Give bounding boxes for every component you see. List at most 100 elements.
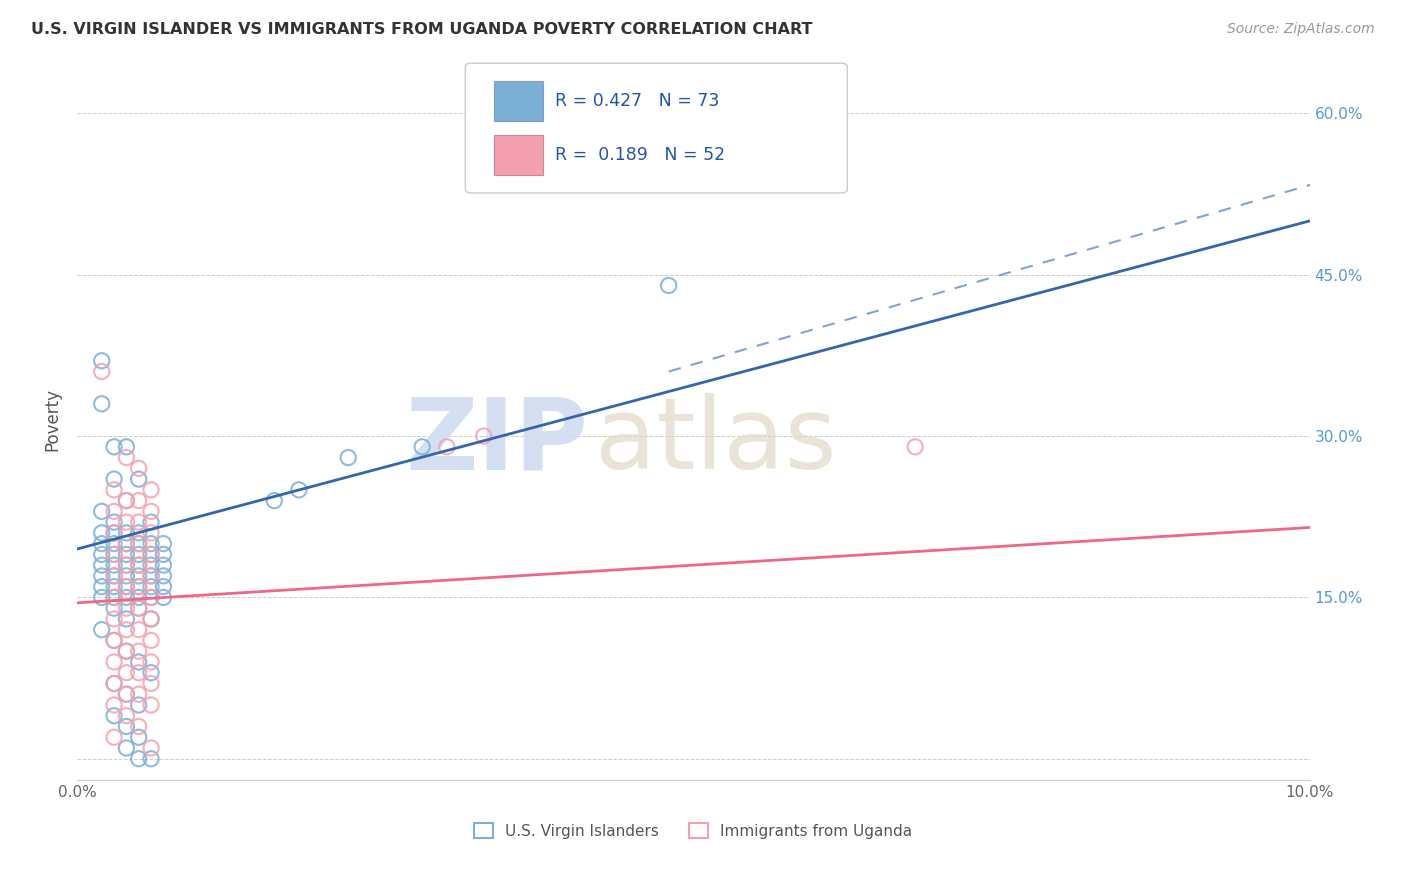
Point [103,569,125,583]
Point [103,504,125,518]
Point [411,440,433,454]
Point [103,548,125,562]
Point [139,504,162,518]
Point [128,623,150,637]
Point [288,483,311,497]
Point [115,515,138,529]
Point [139,548,162,562]
Point [115,591,138,605]
Point [103,698,125,712]
Point [139,525,162,540]
Point [103,633,125,648]
Point [128,644,150,658]
Point [103,633,125,648]
Point [128,601,150,615]
Point [152,536,174,550]
Point [115,493,138,508]
Point [128,601,150,615]
Point [128,536,150,550]
Point [115,580,138,594]
Point [128,525,150,540]
FancyBboxPatch shape [465,63,848,193]
Text: R = 0.427   N = 73: R = 0.427 N = 73 [555,92,720,110]
Point [152,591,174,605]
Point [263,493,285,508]
Point [139,580,162,594]
Point [128,472,150,486]
Point [115,665,138,680]
Point [139,536,162,550]
Point [128,493,150,508]
Point [128,580,150,594]
Point [103,601,125,615]
Point [139,676,162,690]
Point [115,708,138,723]
Point [115,548,138,562]
Point [103,440,125,454]
Text: Source: ZipAtlas.com: Source: ZipAtlas.com [1227,22,1375,37]
Point [90,536,112,550]
Point [658,278,681,293]
Point [103,731,125,745]
Point [152,548,174,562]
Point [128,558,150,573]
Point [152,580,174,594]
Point [139,612,162,626]
Point [103,569,125,583]
Point [128,558,150,573]
Point [139,569,162,583]
Point [90,569,112,583]
Point [103,525,125,540]
Point [115,741,138,756]
Point [115,569,138,583]
FancyBboxPatch shape [494,81,543,120]
Point [128,731,150,745]
Point [115,450,138,465]
Point [103,708,125,723]
Point [128,461,150,475]
Point [103,676,125,690]
Point [103,536,125,550]
Point [115,687,138,701]
Point [103,580,125,594]
Point [115,580,138,594]
Point [90,365,112,379]
Point [115,719,138,733]
Point [115,493,138,508]
Point [90,558,112,573]
FancyBboxPatch shape [494,136,543,175]
Point [115,525,138,540]
Point [139,548,162,562]
Point [128,548,150,562]
Point [128,655,150,669]
Point [128,719,150,733]
Point [103,483,125,497]
Legend: U.S. Virgin Islanders, Immigrants from Uganda: U.S. Virgin Islanders, Immigrants from U… [468,816,918,845]
Point [139,569,162,583]
Point [139,591,162,605]
Point [90,353,112,368]
Point [115,440,138,454]
Point [436,440,458,454]
Point [115,687,138,701]
Point [152,569,174,583]
Point [139,558,162,573]
Point [128,687,150,701]
Point [128,665,150,680]
Point [90,548,112,562]
Point [139,633,162,648]
Point [128,591,150,605]
Point [103,472,125,486]
Point [115,644,138,658]
Point [103,591,125,605]
Point [103,548,125,562]
Point [115,644,138,658]
Point [103,676,125,690]
Point [115,558,138,573]
Point [139,752,162,766]
Point [139,591,162,605]
Point [139,612,162,626]
Point [90,504,112,518]
Point [472,429,495,443]
Point [103,655,125,669]
